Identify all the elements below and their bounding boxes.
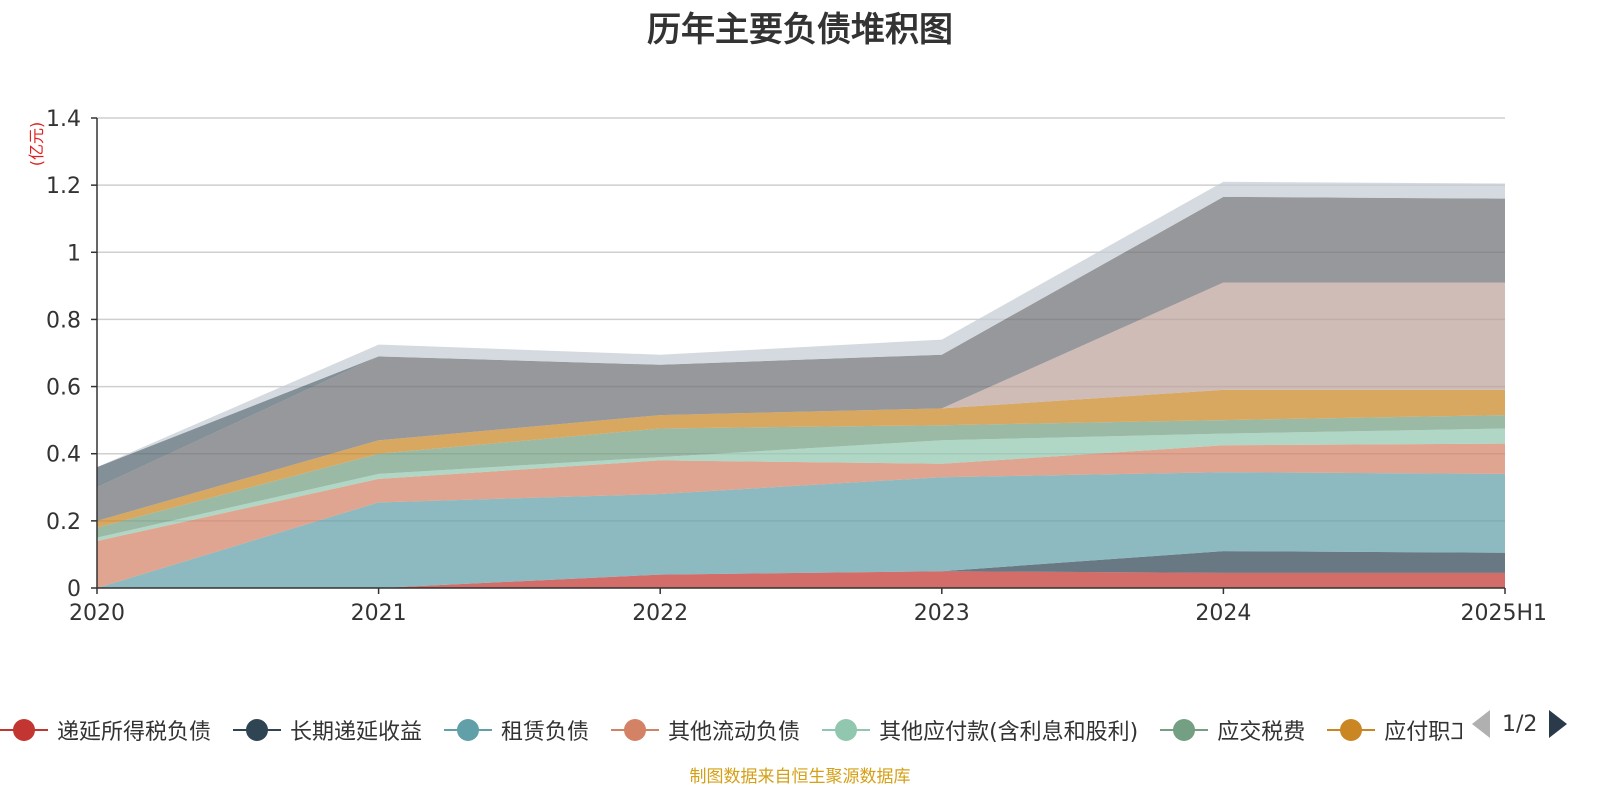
area-series-1[interactable] <box>97 551 1505 588</box>
legend-marker-icon <box>0 712 48 748</box>
legend-marker-icon <box>233 712 282 748</box>
legend-marker-icon <box>1160 712 1209 748</box>
legend-marker-icon <box>822 712 871 748</box>
x-tick-label: 2023 <box>914 601 970 626</box>
chart-title: 历年主要负债堆积图 <box>647 10 953 50</box>
area-series-6[interactable] <box>97 389 1505 528</box>
legend-prev-page-icon[interactable] <box>1472 710 1490 738</box>
legend-label: 其他流动负债 <box>668 720 801 745</box>
y-tick-label: 1.4 <box>46 107 81 132</box>
legend-label: 长期递延收益 <box>290 720 423 745</box>
legend: 递延所得税负债 长期递延收益 租赁负债 其他流动负债 其他应付款(含利息和股利) 应交税费… <box>0 712 1462 748</box>
legend-label: 应付职工薪酬 <box>1384 720 1462 745</box>
x-tick-label: 2022 <box>632 601 688 626</box>
legend-item[interactable]: 租赁负债 <box>444 712 589 748</box>
legend-item[interactable]: 应付职工薪酬 <box>1327 712 1462 748</box>
y-tick-label: 0.2 <box>46 510 81 535</box>
area-series-7[interactable] <box>97 282 1505 521</box>
y-tick-label: 0.6 <box>46 376 81 401</box>
legend-label: 递延所得税负债 <box>57 720 212 745</box>
legend-marker-icon <box>611 712 660 748</box>
area-series-0[interactable] <box>97 571 1505 588</box>
area-series-8[interactable] <box>97 196 1505 521</box>
source-note: 制图数据来自恒生聚源数据库 <box>689 767 911 787</box>
y-tick-label: 1 <box>67 241 81 266</box>
y-tick-label: 0.8 <box>46 308 81 333</box>
legend-label: 其他应付款(含利息和股利) <box>879 720 1139 745</box>
stacked-area-chart: 0 0.2 0.4 0.6 0.8 1 1.2 1.4 2020 2021 2022 2023 2024… <box>27 107 1547 626</box>
x-tick-label: 2021 <box>351 601 407 626</box>
y-axis-unit-label: (亿元) <box>27 122 46 167</box>
legend-marker-icon <box>444 712 493 748</box>
x-tick-label: 2020 <box>69 601 125 626</box>
legend-label: 应交税费 <box>1217 720 1306 745</box>
legend-item[interactable]: 其他流动负债 <box>611 712 800 748</box>
legend-item[interactable]: 其他应付款(含利息和股利) <box>822 712 1138 748</box>
area-series-3[interactable] <box>97 443 1505 588</box>
legend-item[interactable]: 应交税费 <box>1160 712 1305 748</box>
legend-pager: 1/2 <box>1468 704 1600 744</box>
legend-item[interactable]: 递延所得税负债 <box>0 712 211 748</box>
area-series-5[interactable] <box>97 415 1505 538</box>
axes: 0 0.2 0.4 0.6 0.8 1 1.2 1.4 2020 2021 2022 2023 2024… <box>46 107 1547 626</box>
legend-marker-icon <box>1327 712 1376 748</box>
x-tick-label: 2024 <box>1195 601 1251 626</box>
area-series-2[interactable] <box>97 472 1505 588</box>
legend-item[interactable]: 长期递延收益 <box>233 712 422 748</box>
legend-page-indicator: 1/2 <box>1502 711 1538 737</box>
legend-label: 租赁负债 <box>501 720 590 745</box>
legend-next-page-icon[interactable] <box>1549 710 1568 738</box>
y-tick-label: 0.4 <box>46 443 81 468</box>
area-series-group <box>97 181 1505 588</box>
y-tick-label: 1.2 <box>46 174 81 199</box>
x-tick-label: 2025H1 <box>1460 601 1547 626</box>
y-tick-label: 0 <box>67 577 81 602</box>
area-series-4[interactable] <box>97 428 1505 542</box>
